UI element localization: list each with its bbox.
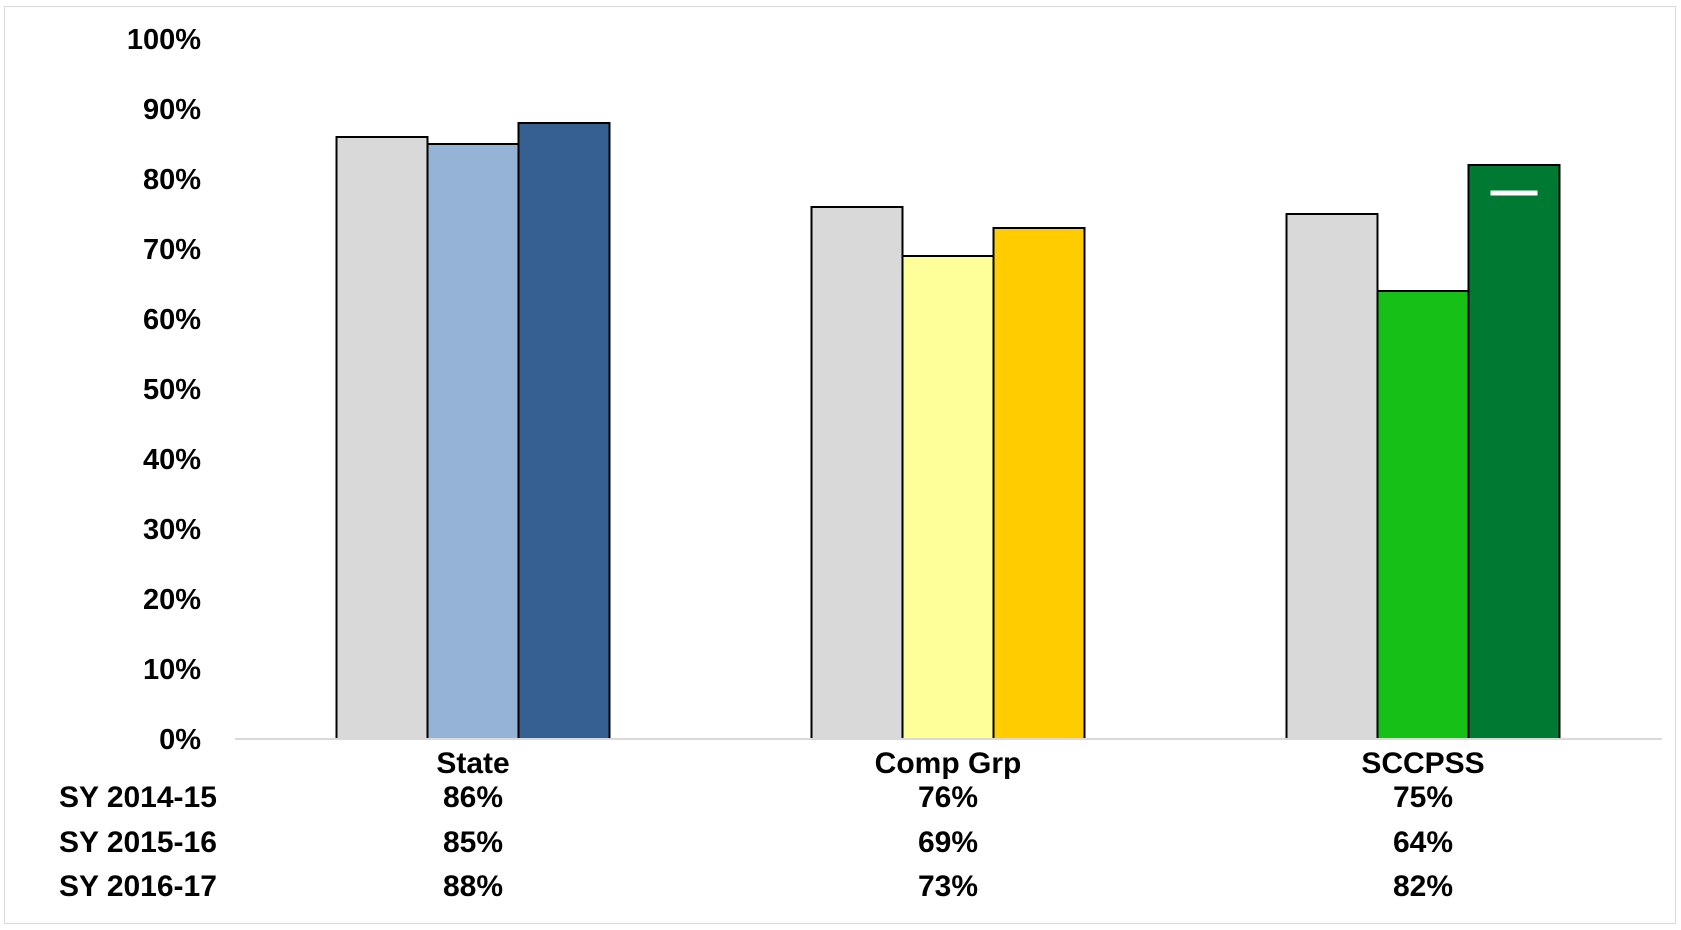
bar <box>1376 290 1470 740</box>
y-axis: 0% 10% 20% 30% 40% 50% 60% 70% 80% 90% 100% <box>127 24 201 756</box>
bar <box>992 227 1086 740</box>
table-row-label: SY 2014-15 <box>59 781 217 814</box>
bar <box>1467 164 1561 740</box>
y-tick-label: 10% <box>143 654 201 686</box>
bar <box>426 143 520 740</box>
bar <box>335 136 429 740</box>
y-tick-label: 90% <box>143 94 201 126</box>
y-tick-label: 60% <box>143 304 201 336</box>
table-value: 64% <box>1393 826 1453 859</box>
table-value: 69% <box>918 826 978 859</box>
table-value: 75% <box>1393 781 1453 814</box>
data-table: SY 2014-15 86% 76% 75% SY 2015-16 85% 69% 64% SY… <box>59 781 1453 903</box>
table-value: 85% <box>443 826 503 859</box>
y-tick-label: 50% <box>143 374 201 406</box>
bar <box>901 255 995 740</box>
y-tick-label: 0% <box>159 724 201 756</box>
table-row-label: SY 2015-16 <box>59 826 217 859</box>
table-value: 76% <box>918 781 978 814</box>
bar <box>1285 213 1379 740</box>
category-label: State <box>436 747 509 780</box>
bar <box>810 206 904 740</box>
chart-frame <box>4 6 1676 924</box>
y-tick-label: 100% <box>127 24 201 56</box>
category-label: Comp Grp <box>875 747 1022 780</box>
y-tick-label: 80% <box>143 164 201 196</box>
y-tick-label: 20% <box>143 584 201 616</box>
bars <box>335 122 1561 740</box>
table-value: 73% <box>918 870 978 903</box>
y-tick-label: 70% <box>143 234 201 266</box>
category-labels: State Comp Grp SCCPSS <box>436 747 1484 780</box>
bar <box>517 122 611 740</box>
category-label: SCCPSS <box>1361 747 1484 780</box>
y-tick-label: 40% <box>143 444 201 476</box>
y-tick-label: 30% <box>143 514 201 546</box>
table-row-label: SY 2016-17 <box>59 870 217 903</box>
table-value: 88% <box>443 870 503 903</box>
table-value: 82% <box>1393 870 1453 903</box>
table-value: 86% <box>443 781 503 814</box>
